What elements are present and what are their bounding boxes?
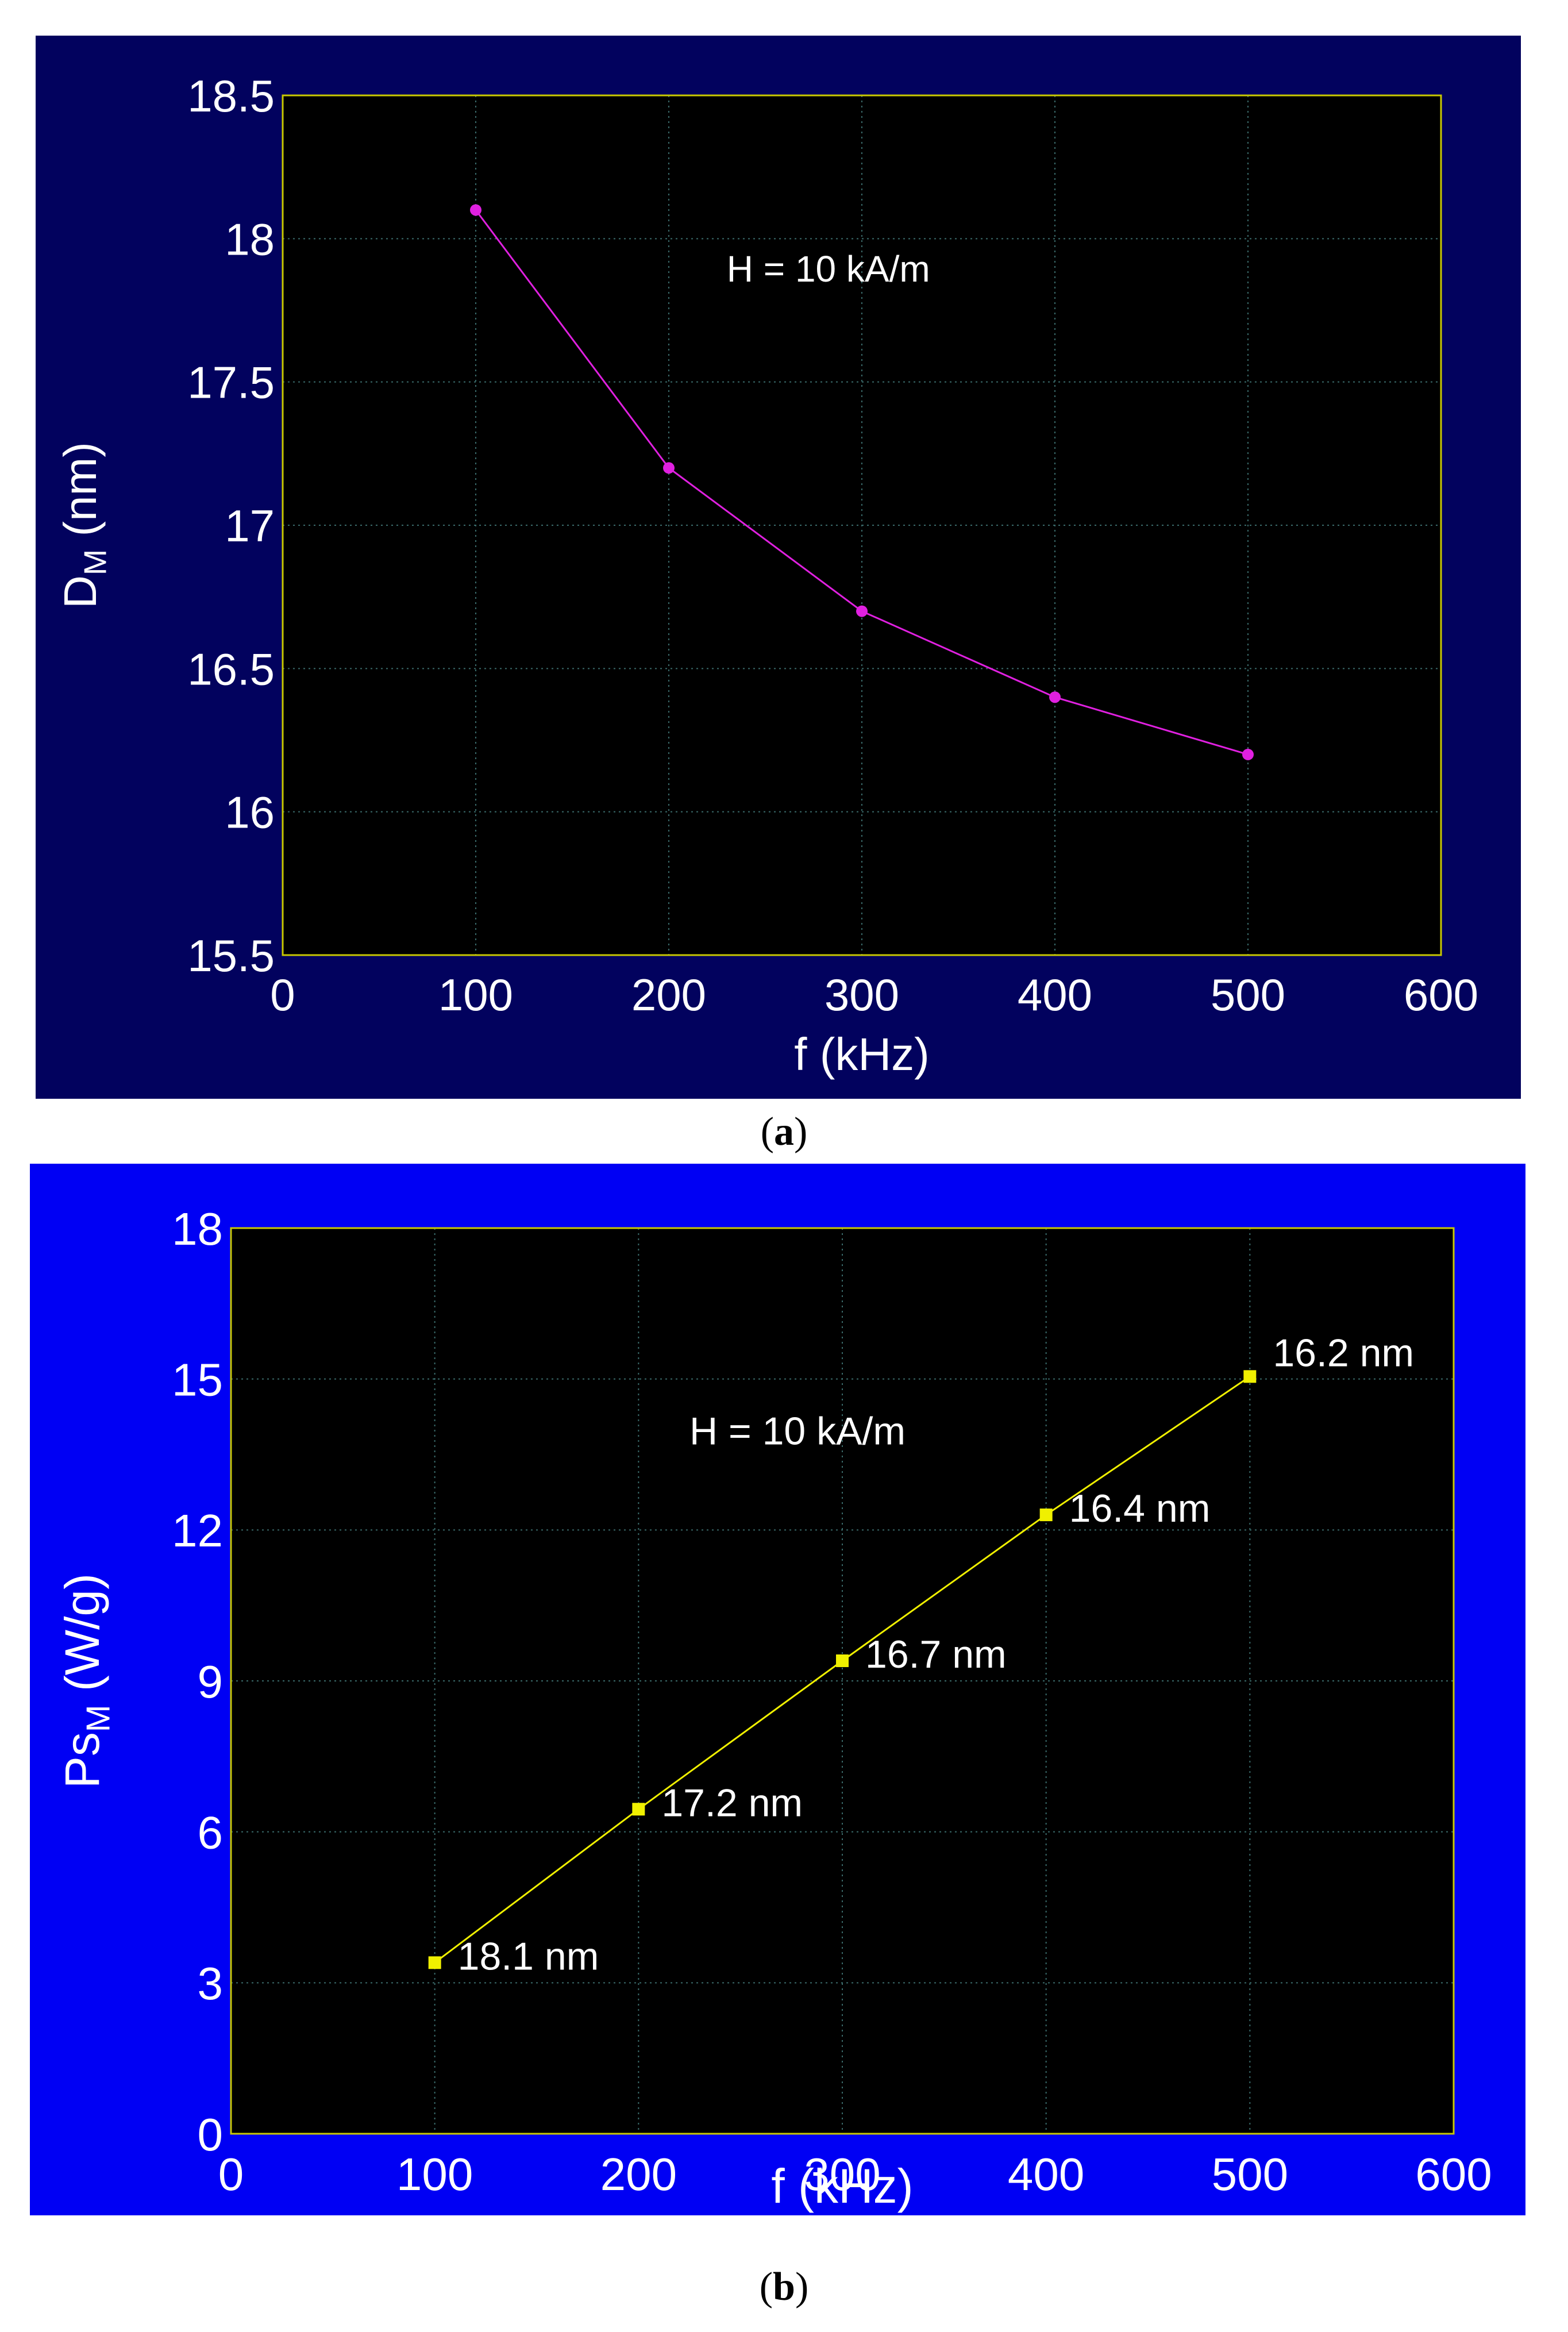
y-axis-label-main: Ps: [55, 1732, 109, 1788]
chart-panel-a: 0 100 200 300 400 500 600 15.5 16 16.5 17 17.5 18 18.…: [36, 36, 1521, 1099]
x-tick-label: 100: [396, 2149, 473, 2200]
y-tick-label: 18: [225, 214, 275, 264]
x-axis-label: f (kHz): [794, 1029, 930, 1080]
y-tick-label: 16.5: [187, 644, 275, 694]
data-point: [663, 462, 675, 474]
y-tick-label: 9: [198, 1656, 224, 1707]
y-axis-label-subscript: M: [78, 549, 113, 575]
data-point-label: 18.1 nm: [458, 1934, 599, 1978]
x-tick-label: 200: [600, 2149, 677, 2200]
y-tick-label: 16: [225, 787, 275, 838]
x-tick-label: 600: [1415, 2149, 1492, 2200]
y-axis-label-subscript: M: [80, 1705, 117, 1733]
y-tick-label: 15: [172, 1354, 223, 1405]
plot-frame: [282, 94, 1442, 956]
y-tick-label: 18: [172, 1203, 223, 1254]
data-point: [632, 1803, 645, 1816]
x-tick-label: 200: [631, 969, 706, 1020]
x-tick-label: 400: [1008, 2149, 1084, 2200]
data-point: [856, 605, 868, 617]
data-point: [1039, 1509, 1053, 1522]
caption-a-label: a: [774, 1110, 794, 1154]
x-tick-label: 0: [218, 2149, 244, 2200]
data-point: [836, 1654, 849, 1667]
chart-a-svg: 0 100 200 300 400 500 600 15.5 16 16.5 17 17.5 18 18.…: [55, 71, 1478, 1080]
x-tick-label: 500: [1212, 2149, 1288, 2200]
data-point: [1242, 748, 1254, 760]
x-tick-label: 100: [438, 969, 513, 1020]
data-point-label: 16.2 nm: [1273, 1331, 1414, 1375]
y-tick-label: 3: [198, 1958, 224, 2009]
x-axis-label: f (kHz): [771, 2159, 913, 2213]
y-tick-label: 18.5: [187, 71, 275, 121]
data-point-label: 16.7 nm: [865, 1633, 1007, 1676]
y-axis-label: DM (nm): [55, 442, 113, 609]
caption-b-label: b: [773, 2265, 795, 2309]
x-tick-label: 0: [270, 969, 295, 1020]
chart-panel-b: 0 100 200 300 400 500 600 0 3 6 9 12 15 18 f (kHz) PsM …: [30, 1164, 1525, 2215]
y-axis-label: PsM (W/g): [55, 1573, 117, 1788]
x-tick-label: 300: [825, 969, 899, 1020]
y-axis-label-unit: (nm): [55, 442, 106, 549]
field-annotation: H = 10 kA/m: [689, 1409, 906, 1453]
y-tick-label: 12: [172, 1505, 223, 1556]
x-tick-label: 400: [1018, 969, 1092, 1020]
data-point-label: 16.4 nm: [1069, 1487, 1211, 1530]
y-tick-label: 6: [198, 1807, 224, 1858]
y-tick-label: 0: [198, 2109, 224, 2160]
caption-a: (a): [760, 1110, 808, 1154]
caption-b: (b): [759, 2265, 809, 2309]
data-point: [428, 1956, 441, 1969]
plot-frame: [230, 1227, 1455, 2135]
data-point: [470, 204, 481, 216]
data-point-label: 17.2 nm: [661, 1781, 803, 1825]
y-tick-label: 17: [225, 501, 275, 551]
x-tick-label: 500: [1211, 969, 1285, 1020]
field-annotation: H = 10 kA/m: [727, 248, 930, 290]
y-axis-label-main: D: [55, 575, 106, 609]
x-tick-label: 300: [804, 2149, 880, 2200]
x-tick-label: 600: [1404, 969, 1478, 1020]
chart-b-svg: 0 100 200 300 400 500 600 0 3 6 9 12 15 18 f (kHz) PsM …: [55, 1203, 1492, 2213]
data-point: [1243, 1370, 1257, 1383]
y-axis-label-unit: (W/g): [55, 1573, 109, 1705]
y-tick-label: 15.5: [187, 930, 275, 981]
y-tick-label: 17.5: [187, 357, 275, 408]
data-point: [1049, 691, 1061, 703]
